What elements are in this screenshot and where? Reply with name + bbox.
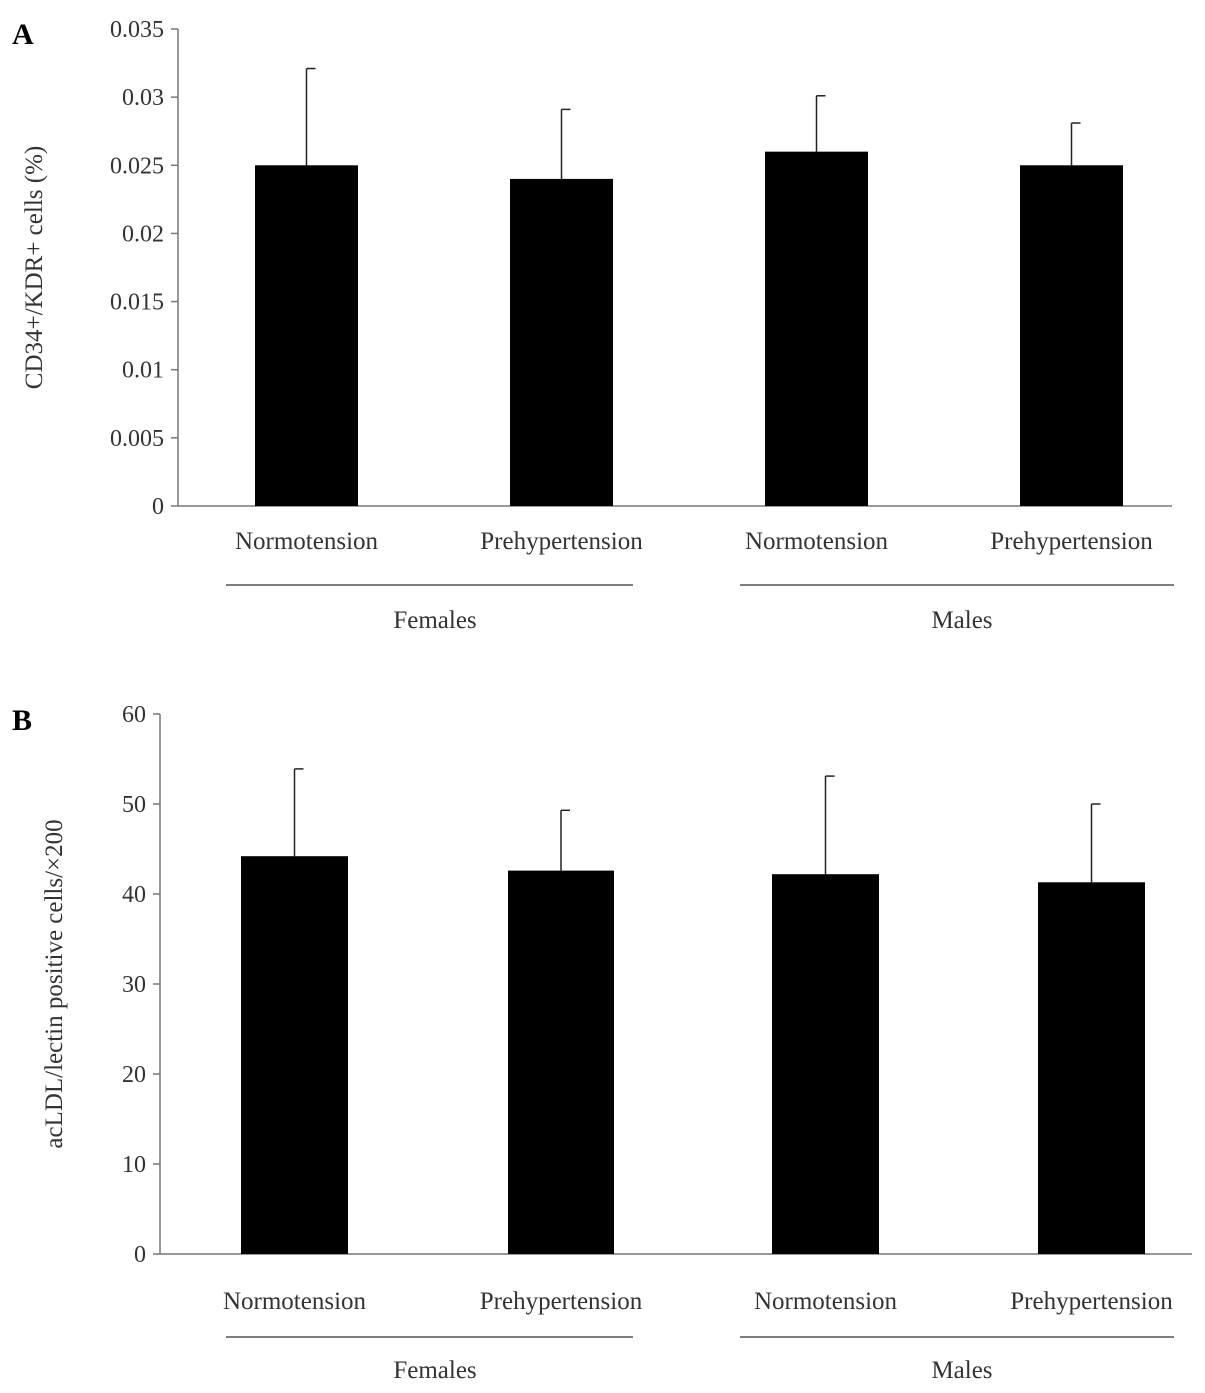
y-tick-label: 0.03 — [122, 85, 164, 111]
x-category-label: Prehypertension — [480, 1288, 643, 1315]
y-tick-label: 10 — [122, 1152, 146, 1178]
group-label: Males — [931, 607, 992, 634]
bar — [1038, 882, 1145, 1254]
group-label: Females — [393, 607, 476, 634]
y-tick-label: 50 — [122, 792, 146, 818]
y-axis-title: CD34+/KDR+ cells (%) — [21, 146, 48, 389]
x-category-label: Prehypertension — [1010, 1288, 1173, 1315]
group-label: Males — [931, 1357, 992, 1384]
bar — [241, 856, 348, 1254]
y-tick-label: 20 — [122, 1062, 146, 1088]
bar — [510, 178, 613, 506]
y-axis-title: acLDL/lectin positive cells/×200 — [41, 819, 68, 1148]
bar — [508, 870, 614, 1254]
y-tick-label: 0 — [134, 1242, 146, 1268]
y-tick-label: 0.005 — [110, 426, 164, 452]
bar — [772, 874, 879, 1254]
x-category-label: Prehypertension — [990, 528, 1153, 555]
y-tick-label: 30 — [122, 972, 146, 998]
bar — [255, 165, 358, 507]
group-label: Females — [393, 1357, 476, 1384]
panel-label: A — [12, 18, 34, 51]
x-category-label: Normotension — [223, 1288, 367, 1315]
y-tick-label: 40 — [122, 882, 146, 908]
y-tick-label: 0.02 — [122, 221, 164, 247]
y-tick-label: 0.025 — [110, 153, 164, 179]
y-tick-label: 0.035 — [110, 17, 164, 43]
chart-panel-a: A 0 0.005 0.01 0.015 0.02 0.025 0.03 0.035 CD34+/… — [12, 17, 1174, 634]
x-category-label: Normotension — [754, 1288, 898, 1315]
panel-label: B — [12, 704, 32, 737]
x-category-label: Prehypertension — [480, 528, 643, 555]
y-tick-label: 0 — [152, 494, 164, 520]
y-tick-label: 0.01 — [122, 358, 164, 384]
bar — [765, 151, 868, 506]
y-tick-label: 0.015 — [110, 290, 164, 316]
y-tick-label: 60 — [122, 702, 146, 728]
bar — [1020, 165, 1123, 507]
x-category-label: Normotension — [235, 528, 379, 555]
x-category-label: Normotension — [745, 528, 889, 555]
chart-panel-b: B 0 10 20 30 40 50 60 acLDL/lectin positive cell… — [12, 702, 1192, 1384]
